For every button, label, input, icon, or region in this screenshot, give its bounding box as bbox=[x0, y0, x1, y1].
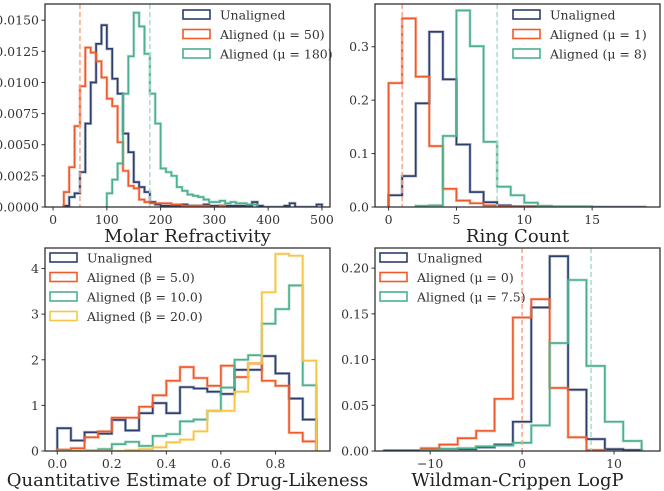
legend-swatch bbox=[182, 9, 211, 20]
legend-label: Aligned (μ = 1) bbox=[549, 27, 647, 42]
legend-swatch bbox=[182, 48, 211, 59]
axes-frame bbox=[374, 3, 661, 208]
histogram-series-2 bbox=[63, 46, 226, 207]
y-tick-label: 0.0100 bbox=[0, 75, 39, 90]
plot-area bbox=[62, 4, 324, 207]
x-tick-label: 0.8 bbox=[266, 456, 286, 471]
y-tick-label: 0.0150 bbox=[0, 13, 39, 28]
x-tick-label: 500 bbox=[310, 212, 334, 227]
y-tick-label: 0.05 bbox=[341, 398, 369, 413]
y-tick-label: 0.0050 bbox=[0, 137, 39, 152]
x-tick-label: 300 bbox=[202, 212, 226, 227]
legend-label: Unaligned bbox=[220, 8, 286, 23]
x-tick-label: −10 bbox=[417, 456, 443, 471]
x-axis-label: Wildman-Crippen LogP bbox=[411, 470, 623, 491]
legend-swatch bbox=[182, 28, 211, 40]
legend-swatch bbox=[379, 271, 408, 283]
legend: Unaligned Aligned (μ = 0) Aligned (μ = 7.5… bbox=[379, 251, 526, 305]
y-tick-label: 4 bbox=[31, 261, 39, 276]
legend: Unaligned Aligned (μ = 1) Aligned (μ = 8) bbox=[512, 8, 647, 62]
x-tick-label: 15 bbox=[584, 212, 600, 227]
legend: Unaligned Aligned (μ = 50) Aligned (μ = 18… bbox=[182, 8, 333, 62]
legend-label: Unaligned bbox=[550, 8, 616, 23]
x-tick-label: 0.6 bbox=[211, 456, 231, 471]
histogram-series-2 bbox=[387, 17, 538, 207]
x-tick-label: 10 bbox=[606, 456, 622, 471]
legend-swatch bbox=[49, 291, 78, 302]
legend-label: Unaligned bbox=[87, 251, 153, 266]
legend: Unaligned Aligned (β = 5.0) Aligned (β = 1… bbox=[49, 251, 203, 324]
histogram-series-3 bbox=[57, 284, 318, 451]
x-tick-label: 100 bbox=[95, 212, 119, 227]
y-tick-label: 0.2 bbox=[349, 93, 369, 108]
axes-frame bbox=[374, 247, 661, 452]
chart-panel-4: 0.00 0.05 0.10 0.15 0.20 −10 0 10Wildman-Crippe… bbox=[341, 247, 661, 491]
x-tick-label: 0.0 bbox=[47, 456, 67, 471]
x-tick-label: 0 bbox=[49, 212, 57, 227]
y-tick-label: 0.10 bbox=[341, 352, 369, 367]
legend-swatch bbox=[379, 252, 408, 263]
histogram-series-2 bbox=[420, 298, 606, 451]
legend-swatch bbox=[512, 28, 541, 40]
y-tick-label: 0.20 bbox=[341, 261, 369, 276]
x-tick-label: 5 bbox=[452, 212, 460, 227]
histogram-series-3 bbox=[106, 11, 259, 207]
chart-panel-1: 0.0000 0.0025 0.0050 0.0075 0.0100 0.0125 0.01… bbox=[0, 3, 334, 247]
y-tick-label: 3 bbox=[31, 307, 39, 322]
legend-swatch bbox=[49, 271, 78, 283]
y-tick-label: 0.00 bbox=[341, 444, 369, 459]
legend-label: Aligned (μ = 0) bbox=[416, 270, 514, 285]
x-axis-label: Quantitative Estimate of Drug-Likeness bbox=[7, 470, 368, 491]
histogram-series-2 bbox=[56, 362, 318, 451]
axes-frame bbox=[44, 3, 331, 208]
legend-label: Aligned (β = 20.0) bbox=[86, 309, 203, 324]
legend-swatch bbox=[49, 310, 78, 322]
chart-panel-2: 0.0 0.1 0.2 0.3 0 5 10 15 Ring Count Unaligned Ali… bbox=[349, 3, 661, 247]
histogram-series-1 bbox=[387, 30, 647, 207]
x-tick-label: 200 bbox=[149, 212, 173, 227]
legend-label: Aligned (μ = 50) bbox=[219, 27, 325, 42]
y-tick-label: 0.1 bbox=[349, 146, 369, 161]
legend-swatch bbox=[49, 252, 78, 263]
y-tick-label: 0.0125 bbox=[0, 44, 39, 59]
legend-label: Aligned (β = 10.0) bbox=[86, 290, 203, 305]
y-tick-label: 0.15 bbox=[341, 306, 369, 321]
y-tick-label: 0.0 bbox=[349, 200, 369, 215]
y-tick-label: 0.3 bbox=[349, 39, 369, 54]
y-tick-label: 1 bbox=[31, 398, 39, 413]
y-tick-label: 2 bbox=[31, 352, 39, 367]
x-tick-label: 0.2 bbox=[102, 456, 122, 471]
x-tick-label: 0 bbox=[385, 212, 393, 227]
legend-label: Unaligned bbox=[417, 251, 483, 266]
x-tick-label: 0 bbox=[518, 456, 526, 471]
plot-area bbox=[55, 252, 318, 451]
x-tick-label: 400 bbox=[256, 212, 280, 227]
y-tick-label: 0 bbox=[31, 444, 39, 459]
x-tick-label: 10 bbox=[516, 212, 532, 227]
x-tick-label: 0.4 bbox=[156, 456, 176, 471]
plot-area bbox=[382, 248, 644, 451]
y-tick-label: 0.0075 bbox=[0, 106, 39, 121]
x-axis-label: Molar Refractivity bbox=[104, 226, 272, 247]
legend-swatch bbox=[512, 48, 541, 59]
legend-swatch bbox=[379, 291, 408, 302]
histogram-series-1 bbox=[63, 24, 323, 207]
x-axis-label: Ring Count bbox=[466, 226, 570, 247]
legend-label: Aligned (μ = 180) bbox=[219, 47, 333, 62]
legend-label: Aligned (μ = 8) bbox=[549, 47, 647, 62]
y-tick-label: 0.0000 bbox=[0, 200, 39, 215]
y-tick-label: 0.0025 bbox=[0, 168, 39, 183]
histogram-series-halo bbox=[387, 16, 538, 207]
histogram-series-halo bbox=[62, 46, 227, 207]
histogram-series-3 bbox=[420, 279, 643, 451]
legend-label: Aligned (β = 5.0) bbox=[86, 270, 195, 285]
legend-label: Aligned (μ = 7.5) bbox=[416, 290, 526, 305]
legend-swatch bbox=[512, 9, 541, 20]
axes-frame bbox=[44, 247, 331, 452]
